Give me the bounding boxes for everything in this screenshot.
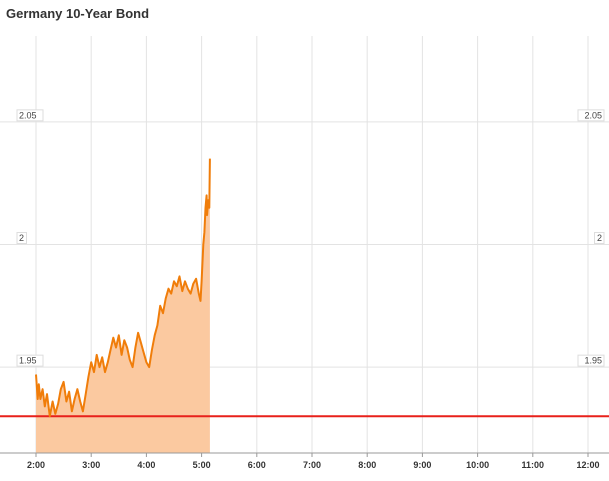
y-tick-label-box-right (577, 109, 605, 122)
y-tick-label-box-right (594, 232, 605, 244)
x-tick-label: 11:00 (522, 460, 545, 470)
x-tick-label: 2:00 (27, 460, 45, 470)
x-tick-label: 10:00 (466, 460, 489, 470)
y-tick-label-right: 2 (597, 233, 602, 243)
x-tick-label: 12:00 (576, 460, 599, 470)
x-tick-label: 6:00 (248, 460, 266, 470)
y-tick-label: 1.95 (19, 356, 37, 366)
yield-area-fill (36, 158, 210, 453)
y-tick-label: 2.05 (19, 110, 37, 120)
x-tick-label: 4:00 (137, 460, 155, 470)
y-tick-label: 2 (19, 233, 24, 243)
x-axis-ticks: 2:00 3:00 4:00 5:00 6:00 7:00 8:00 9:00 10:00 11:… (27, 453, 600, 470)
x-tick-label: 5:00 (193, 460, 211, 470)
x-tick-label: 7:00 (303, 460, 321, 470)
x-tick-label: 8:00 (358, 460, 376, 470)
y-tick-label-right: 1.95 (584, 356, 602, 366)
y-tick-label-box (16, 232, 27, 244)
y-axis-left: 1.95 2 2.05 (16, 109, 44, 367)
y-axis-right: 1.95 2 2.05 (577, 109, 605, 367)
y-tick-label-right: 2.05 (584, 110, 602, 120)
y-tick-label-box (16, 109, 44, 122)
x-tick-label: 3:00 (82, 460, 100, 470)
y-tick-label-box (16, 354, 44, 367)
x-tick-label: 9:00 (413, 460, 431, 470)
yield-line (35, 158, 211, 418)
y-tick-label-box-right (577, 354, 605, 367)
chart-title: Germany 10-Year Bond (6, 6, 150, 21)
